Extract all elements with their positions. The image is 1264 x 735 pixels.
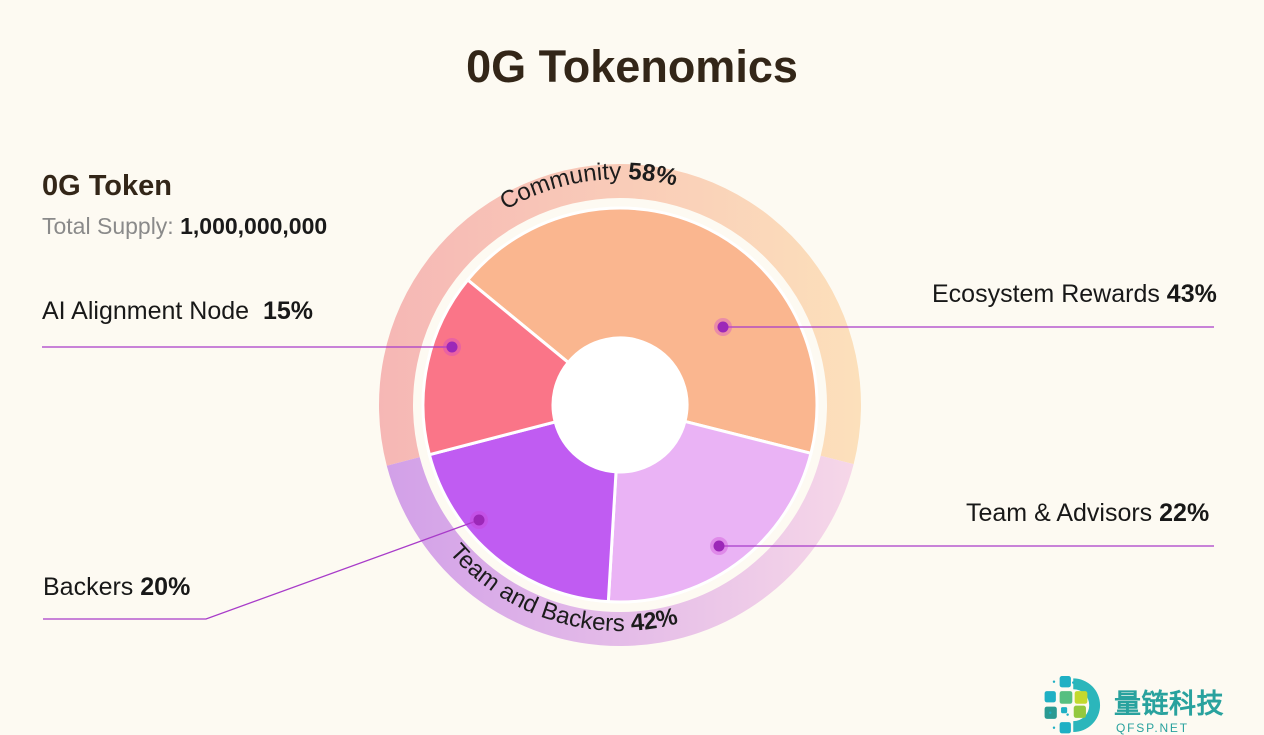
svg-text:量链科技: 量链科技: [1114, 688, 1224, 719]
svg-text:QFSP.NET: QFSP.NET: [1116, 721, 1189, 735]
svg-text:Community 58%: Community 58%: [495, 158, 679, 215]
